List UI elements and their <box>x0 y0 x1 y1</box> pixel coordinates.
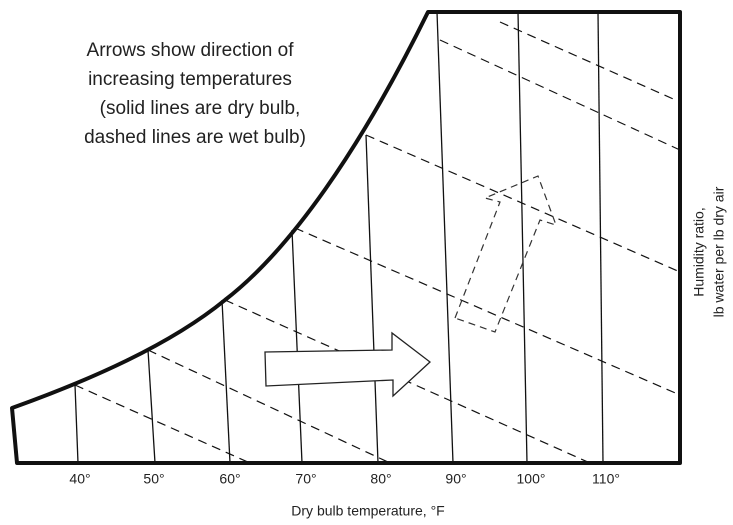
annotation: Arrows show direction of increasing temp… <box>84 40 306 148</box>
x-tick-label: 50° <box>143 471 164 487</box>
dry-bulb-line <box>291 229 303 464</box>
dry-bulb-line <box>365 134 379 464</box>
wet-bulb-line <box>294 227 681 396</box>
x-tick-label: 90° <box>445 471 466 487</box>
dry-bulb-line <box>74 384 79 464</box>
annotation-line: (solid lines are dry bulb, <box>100 98 301 119</box>
wet-bulb-line <box>439 39 681 151</box>
y-axis-label: Humidity ratio, <box>691 207 707 296</box>
wet-bulb-line <box>74 384 251 464</box>
chart-boundary <box>10 10 682 465</box>
x-ticks: 40° 50° 60° 70° 80° 90° 100° 110° <box>69 471 620 487</box>
dry-bulb-line <box>147 349 156 464</box>
wet-bulb-line <box>365 134 681 273</box>
dry-bulb-lines <box>74 11 604 464</box>
x-tick-label: 80° <box>370 471 391 487</box>
annotation-line: dashed lines are wet bulb) <box>84 127 306 148</box>
x-tick-label: 100° <box>517 471 546 487</box>
y-axis-label: lb water per lb dry air <box>711 186 727 317</box>
x-tick-label: 110° <box>592 471 620 487</box>
wet-bulb-arrow <box>454 175 557 333</box>
annotation-line: Arrows show direction of <box>87 40 295 61</box>
dry-bulb-line <box>436 11 454 464</box>
wet-bulb-line <box>499 21 681 103</box>
x-tick-label: 60° <box>219 471 240 487</box>
x-tick-label: 40° <box>69 471 90 487</box>
dry-bulb-arrow <box>264 331 432 398</box>
dry-bulb-line <box>221 299 231 464</box>
x-axis-label: Dry bulb temperature, °F <box>291 503 444 519</box>
dry-bulb-line <box>517 11 528 464</box>
annotation-line: increasing temperatures <box>88 69 292 90</box>
x-tick-label: 70° <box>295 471 316 487</box>
